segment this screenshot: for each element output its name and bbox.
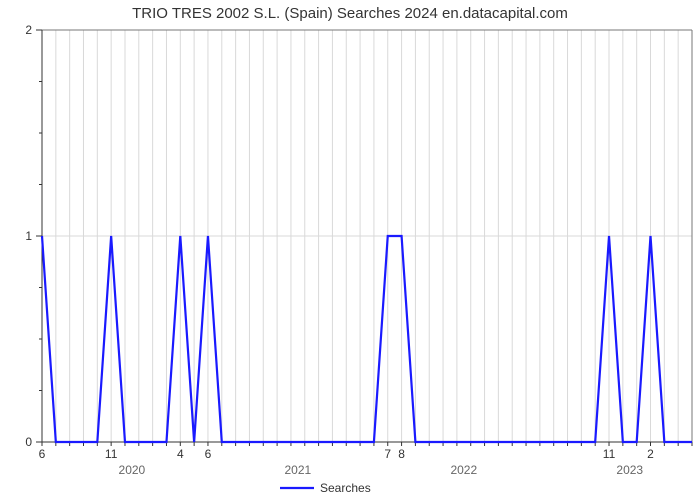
x-tick-label: 7	[384, 447, 391, 461]
y-tick-label: 1	[25, 229, 32, 243]
x-tick-label: 8	[398, 447, 405, 461]
x-year-label: 2022	[450, 463, 477, 477]
y-tick-label: 0	[25, 435, 32, 449]
x-tick-label: 2	[647, 447, 654, 461]
x-year-label: 2023	[616, 463, 643, 477]
x-tick-label: 6	[205, 447, 212, 461]
line-chart: TRIO TRES 2002 S.L. (Spain) Searches 202…	[0, 0, 700, 500]
legend-label: Searches	[320, 481, 371, 495]
x-tick-label: 6	[39, 447, 46, 461]
y-tick-label: 2	[25, 23, 32, 37]
x-tick-label: 4	[177, 447, 184, 461]
x-year-label: 2021	[284, 463, 311, 477]
x-year-label: 2020	[119, 463, 146, 477]
chart-title: TRIO TRES 2002 S.L. (Spain) Searches 202…	[132, 5, 568, 22]
x-tick-label: 11	[105, 447, 118, 461]
x-tick-label: 11	[603, 447, 616, 461]
